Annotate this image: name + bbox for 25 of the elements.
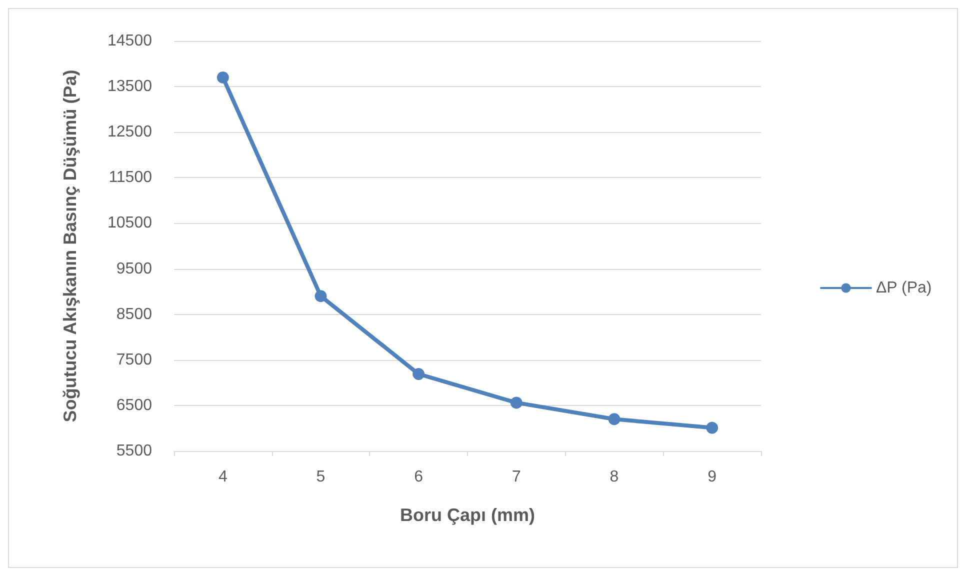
point bbox=[510, 396, 522, 409]
y-tick-label: 9500 bbox=[116, 260, 152, 278]
y-axis-title: Soğutucu Akışkanın Basınç Düşümü (Pa) bbox=[60, 70, 80, 422]
x-axis-title: Boru Çapı (mm) bbox=[400, 505, 536, 525]
x-tick-label: 6 bbox=[414, 468, 424, 486]
x-tick-label: 9 bbox=[708, 468, 717, 486]
legend-label: ΔP (Pa) bbox=[876, 280, 932, 296]
x-tick-label: 4 bbox=[218, 468, 228, 486]
point bbox=[412, 368, 425, 380]
x-tick-label: 5 bbox=[316, 468, 326, 486]
point bbox=[608, 413, 620, 426]
y-tick-label: 6500 bbox=[116, 396, 152, 414]
x-tick-label: 8 bbox=[610, 468, 619, 486]
y-tick-label: 8500 bbox=[116, 306, 152, 323]
point bbox=[706, 422, 718, 434]
x-tick-label: 7 bbox=[512, 468, 521, 486]
y-tick-label: 5500 bbox=[116, 442, 152, 460]
y-tick-label: 7500 bbox=[116, 351, 152, 368]
point bbox=[314, 290, 327, 302]
y-tick-label: 14500 bbox=[108, 32, 152, 50]
y-tick-label: 10500 bbox=[108, 214, 152, 232]
y-tick-label: 13500 bbox=[108, 78, 152, 96]
y-tick-label: 11500 bbox=[108, 169, 152, 186]
point bbox=[216, 71, 229, 84]
y-tick-label: 12500 bbox=[108, 124, 152, 141]
